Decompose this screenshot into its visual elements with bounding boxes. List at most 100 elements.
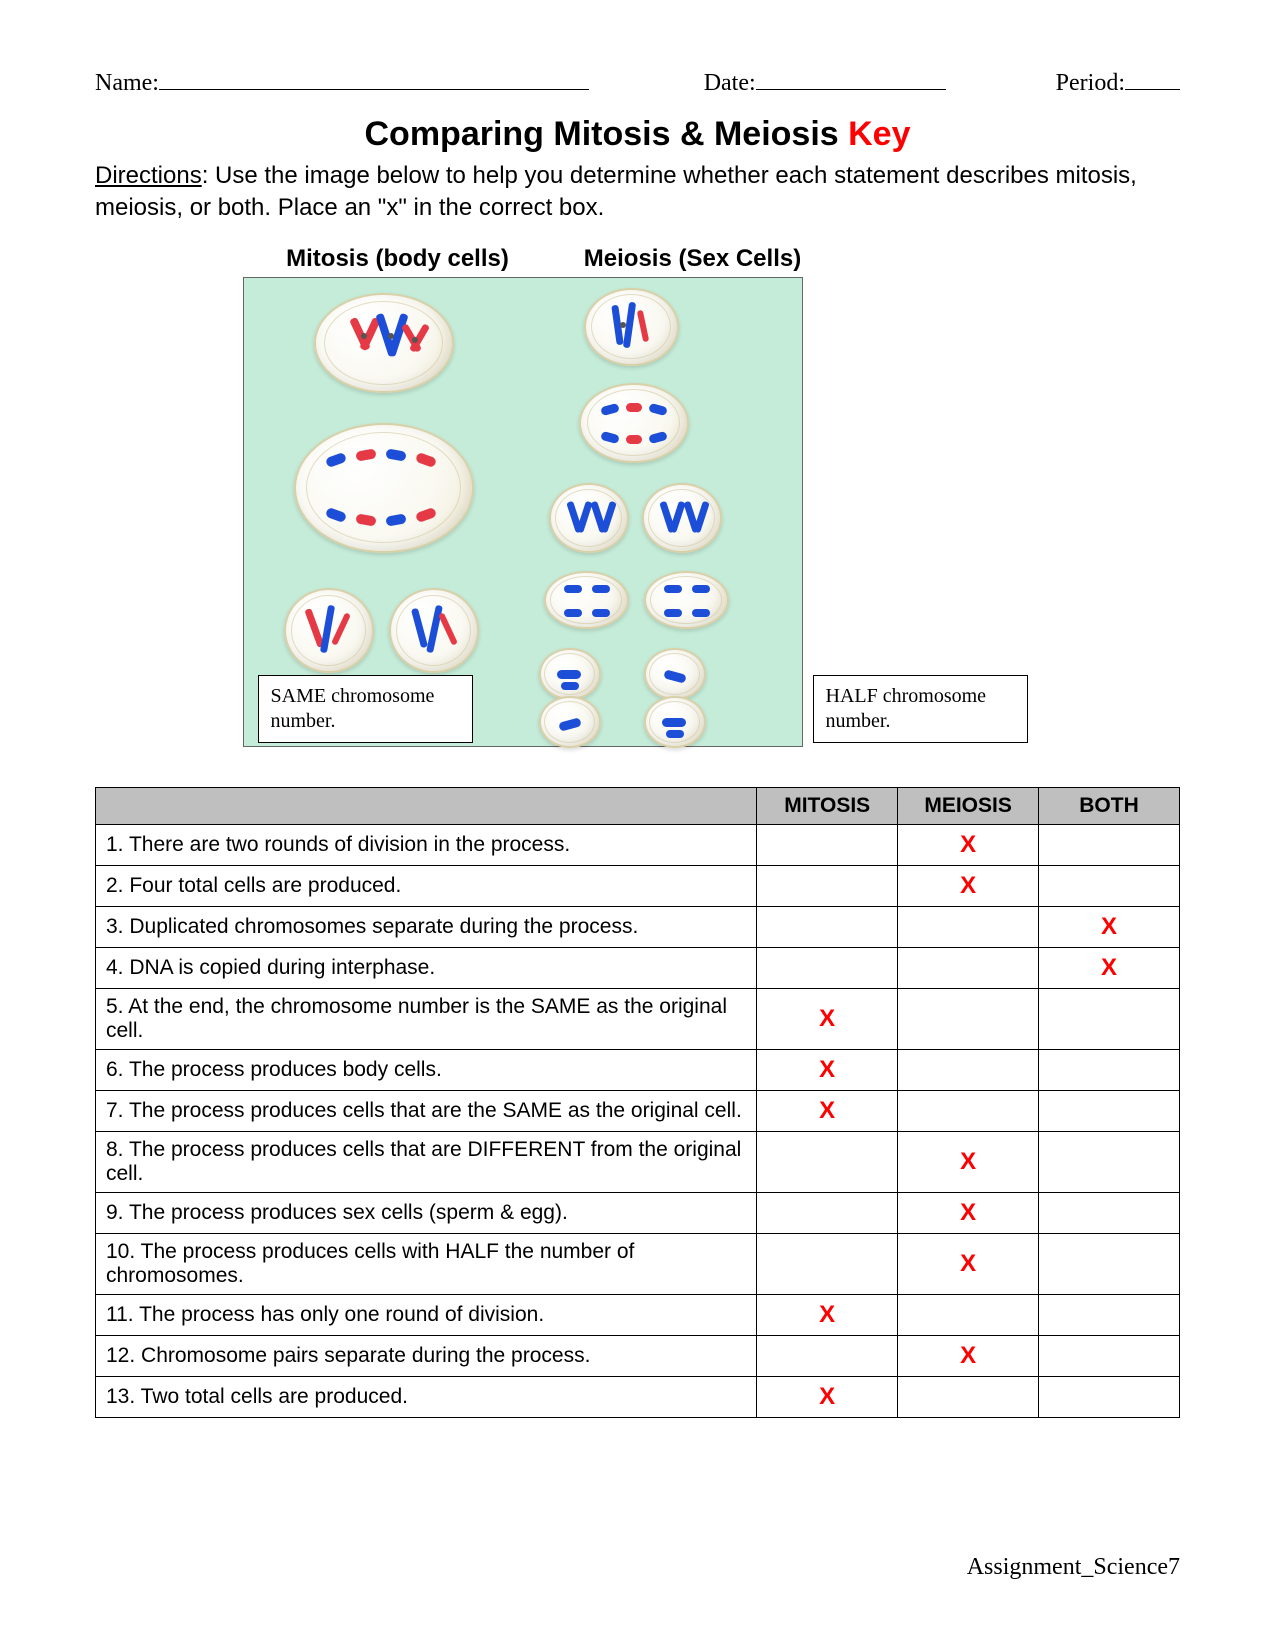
statement-cell: 12. Chromosome pairs separate during the…	[96, 1335, 757, 1376]
mitosis-daughter-1	[284, 588, 374, 673]
table-row: 13. Two total cells are produced.X	[96, 1376, 1180, 1417]
meiosis-cell	[898, 1090, 1039, 1131]
header-fields: Name: Date: Period:	[95, 70, 1180, 97]
table-row: 3. Duplicated chromosomes separate durin…	[96, 906, 1180, 947]
table-row: 11. The process has only one round of di…	[96, 1294, 1180, 1335]
table-header-row: MITOSIS MEIOSIS BOTH	[96, 787, 1180, 824]
meiosis-ii-cell-1	[544, 571, 629, 629]
mitosis-cell	[757, 1192, 898, 1233]
date-line	[756, 89, 946, 90]
meiosis-cell	[898, 947, 1039, 988]
table-row: 1. There are two rounds of division in t…	[96, 824, 1180, 865]
mitosis-cell	[757, 1131, 898, 1192]
caption-same: SAME chromosome number.	[258, 675, 473, 743]
both-cell	[1039, 988, 1180, 1049]
meiosis-cell	[898, 988, 1039, 1049]
statement-cell: 7. The process produces cells that are t…	[96, 1090, 757, 1131]
table-row: 6. The process produces body cells.X	[96, 1049, 1180, 1090]
mitosis-cell	[757, 824, 898, 865]
mitosis-parent-cell	[314, 293, 454, 393]
directions-text: : Use the image below to help you determ…	[95, 162, 1137, 221]
meiosis-i-cell	[579, 383, 689, 463]
mitosis-cell	[757, 865, 898, 906]
table-row: 4. DNA is copied during interphase.X	[96, 947, 1180, 988]
name-label: Name:	[95, 70, 159, 97]
meiosis-gamete-4	[644, 696, 706, 748]
mitosis-cell	[757, 1335, 898, 1376]
table-row: 5. At the end, the chromosome number is …	[96, 988, 1180, 1049]
mitosis-cell: X	[757, 1049, 898, 1090]
meiosis-gamete-1	[539, 648, 601, 700]
meiosis-cell: X	[898, 865, 1039, 906]
meiosis-cell	[898, 1049, 1039, 1090]
caption-half: HALF chromosome number.	[813, 675, 1028, 743]
date-label: Date:	[704, 70, 756, 97]
statement-cell: 1. There are two rounds of division in t…	[96, 824, 757, 865]
meiosis-ii-cell-2	[644, 571, 729, 629]
table-row: 9. The process produces sex cells (sperm…	[96, 1192, 1180, 1233]
table-row: 8. The process produces cells that are D…	[96, 1131, 1180, 1192]
both-cell	[1039, 1131, 1180, 1192]
mitosis-cell: X	[757, 1294, 898, 1335]
meiosis-cell	[898, 1294, 1039, 1335]
th-mitosis: MITOSIS	[757, 787, 898, 824]
th-statement	[96, 787, 757, 824]
th-both: BOTH	[1039, 787, 1180, 824]
footer: Assignment_Science7	[967, 1554, 1180, 1581]
mitosis-cell: X	[757, 988, 898, 1049]
directions-label: Directions	[95, 162, 202, 189]
meiosis-cell: X	[898, 1335, 1039, 1376]
date-field: Date:	[704, 70, 946, 97]
table-row: 12. Chromosome pairs separate during the…	[96, 1335, 1180, 1376]
name-field: Name:	[95, 70, 589, 97]
mitosis-cell: X	[757, 1376, 898, 1417]
mitosis-cell	[757, 1233, 898, 1294]
meiosis-cell: X	[898, 1192, 1039, 1233]
title-main: Comparing Mitosis & Meiosis	[365, 115, 849, 153]
statement-cell: 11. The process has only one round of di…	[96, 1294, 757, 1335]
diagram: Mitosis (body cells) Meiosis (Sex Cells)	[243, 245, 1033, 747]
period-field: Period:	[1056, 70, 1180, 97]
period-line	[1125, 89, 1180, 90]
mitosis-dividing-cell	[294, 423, 474, 553]
both-cell: X	[1039, 906, 1180, 947]
title-key: Key	[848, 115, 910, 153]
period-label: Period:	[1056, 70, 1125, 97]
table-row: 10. The process produces cells with HALF…	[96, 1233, 1180, 1294]
statement-cell: 6. The process produces body cells.	[96, 1049, 757, 1090]
both-cell	[1039, 1294, 1180, 1335]
both-cell	[1039, 1192, 1180, 1233]
both-cell	[1039, 1049, 1180, 1090]
both-cell	[1039, 1090, 1180, 1131]
page-title: Comparing Mitosis & Meiosis Key	[95, 115, 1180, 154]
statement-cell: 10. The process produces cells with HALF…	[96, 1233, 757, 1294]
statement-cell: 3. Duplicated chromosomes separate durin…	[96, 906, 757, 947]
meiosis-i-daughter-2	[642, 483, 722, 553]
statement-cell: 5. At the end, the chromosome number is …	[96, 988, 757, 1049]
statement-cell: 8. The process produces cells that are D…	[96, 1131, 757, 1192]
meiosis-cell	[898, 1376, 1039, 1417]
th-meiosis: MEIOSIS	[898, 787, 1039, 824]
mitosis-cell	[757, 947, 898, 988]
statement-cell: 9. The process produces sex cells (sperm…	[96, 1192, 757, 1233]
mitosis-daughter-2	[389, 588, 479, 673]
table-row: 2. Four total cells are produced. X	[96, 865, 1180, 906]
both-cell	[1039, 1233, 1180, 1294]
mitosis-cell: X	[757, 1090, 898, 1131]
answer-table: MITOSIS MEIOSIS BOTH 1. There are two ro…	[95, 787, 1180, 1418]
meiosis-cell: X	[898, 1233, 1039, 1294]
directions: Directions: Use the image below to help …	[95, 160, 1180, 225]
meiosis-cell: X	[898, 824, 1039, 865]
meiosis-cell: X	[898, 1131, 1039, 1192]
statement-cell: 4. DNA is copied during interphase.	[96, 947, 757, 988]
both-cell	[1039, 1335, 1180, 1376]
statement-cell: 13. Two total cells are produced.	[96, 1376, 757, 1417]
meiosis-cell	[898, 906, 1039, 947]
meiosis-i-daughter-1	[549, 483, 629, 553]
meiosis-gamete-2	[539, 696, 601, 748]
both-cell	[1039, 824, 1180, 865]
both-cell	[1039, 1376, 1180, 1417]
statement-cell: 2. Four total cells are produced.	[96, 865, 757, 906]
meiosis-label: Meiosis (Sex Cells)	[553, 245, 833, 273]
meiosis-parent-cell	[584, 288, 679, 366]
